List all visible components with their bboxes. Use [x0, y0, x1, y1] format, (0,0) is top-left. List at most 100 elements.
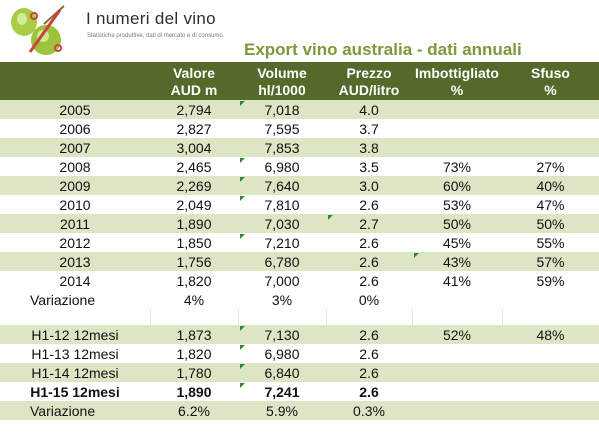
- cell-volume[interactable]: 7,640: [238, 176, 326, 195]
- cell-valore[interactable]: 2,465: [150, 157, 238, 176]
- cell-volume[interactable]: 6,780: [238, 252, 326, 271]
- cell-volume[interactable]: 7,853: [238, 138, 326, 157]
- cell-volume[interactable]: 7,018: [238, 100, 326, 119]
- cell-label[interactable]: Variazione: [0, 401, 150, 420]
- cell-label[interactable]: 2010: [0, 195, 150, 214]
- cell-prezzo[interactable]: 2.6: [326, 252, 412, 271]
- cell-volume[interactable]: 7,130: [238, 325, 326, 344]
- cell-imbottigliato[interactable]: [412, 382, 502, 401]
- cell-imbottigliato[interactable]: 43%: [412, 252, 502, 271]
- cell-label[interactable]: 2011: [0, 214, 150, 233]
- cell-volume[interactable]: 7,810: [238, 195, 326, 214]
- cell-valore[interactable]: 6.2%: [150, 401, 238, 420]
- cell-label[interactable]: 2009: [0, 176, 150, 195]
- cell-imbottigliato[interactable]: [411, 309, 502, 325]
- header-volume-unit[interactable]: hl/1000: [238, 81, 326, 100]
- cell-label[interactable]: 2006: [0, 119, 150, 138]
- cell-valore[interactable]: 1,756: [150, 252, 238, 271]
- cell-volume[interactable]: 5.9%: [238, 401, 326, 420]
- header-sfuso[interactable]: Sfuso: [502, 62, 599, 81]
- cell-volume[interactable]: 7,000: [238, 271, 326, 290]
- cell-valore[interactable]: 2,049: [150, 195, 238, 214]
- cell-imbottigliato[interactable]: 50%: [412, 214, 502, 233]
- cell-imbottigliato[interactable]: 60%: [412, 176, 502, 195]
- cell-sfuso[interactable]: 57%: [502, 252, 599, 271]
- cell-prezzo[interactable]: 2.6: [326, 363, 412, 382]
- cell-prezzo[interactable]: 3.8: [326, 138, 412, 157]
- cell-sfuso[interactable]: [502, 344, 599, 363]
- cell-volume[interactable]: 7,241: [238, 382, 326, 401]
- cell-label[interactable]: 2012: [0, 233, 150, 252]
- cell-prezzo[interactable]: 2.6: [326, 344, 412, 363]
- cell-imbottigliato[interactable]: [412, 100, 502, 119]
- cell-valore[interactable]: 3,004: [150, 138, 238, 157]
- cell-label[interactable]: [0, 309, 150, 325]
- cell-prezzo[interactable]: 2.6: [326, 233, 412, 252]
- cell-valore[interactable]: 1,873: [150, 325, 238, 344]
- cell-volume[interactable]: 7,595: [238, 119, 326, 138]
- header-imbottigliato[interactable]: Imbottigliato: [412, 62, 502, 81]
- cell-label[interactable]: 2005: [0, 100, 150, 119]
- cell-label[interactable]: H1-12 12mesi: [0, 325, 150, 344]
- cell-label[interactable]: 2013: [0, 252, 150, 271]
- cell-valore[interactable]: 2,269: [150, 176, 238, 195]
- cell-sfuso[interactable]: [502, 119, 599, 138]
- cell-prezzo[interactable]: 0.3%: [326, 401, 412, 420]
- cell-valore[interactable]: 4%: [150, 290, 238, 309]
- cell-volume[interactable]: 7,030: [238, 214, 326, 233]
- cell-valore[interactable]: 1,820: [150, 271, 238, 290]
- cell-sfuso[interactable]: 47%: [502, 195, 599, 214]
- cell-valore[interactable]: 1,780: [150, 363, 238, 382]
- header-prezzo-unit[interactable]: AUD/litro: [326, 81, 412, 100]
- cell-sfuso[interactable]: [502, 100, 599, 119]
- cell-imbottigliato[interactable]: 73%: [412, 157, 502, 176]
- cell-prezzo[interactable]: 2.6: [326, 271, 412, 290]
- cell-label[interactable]: H1-14 12mesi: [0, 363, 150, 382]
- header-volume[interactable]: Volume: [238, 62, 326, 81]
- cell-sfuso[interactable]: [501, 309, 599, 325]
- cell-sfuso[interactable]: 50%: [502, 214, 599, 233]
- cell-label[interactable]: 2008: [0, 157, 150, 176]
- header-valore-unit[interactable]: AUD m: [150, 81, 238, 100]
- cell-label[interactable]: 2014: [0, 271, 150, 290]
- cell-prezzo[interactable]: 3.0: [326, 176, 412, 195]
- cell-label[interactable]: Variazione: [0, 290, 150, 309]
- cell-sfuso[interactable]: [502, 382, 599, 401]
- cell-prezzo[interactable]: [325, 309, 412, 325]
- cell-prezzo[interactable]: 2.7: [326, 214, 412, 233]
- cell-valore[interactable]: 1,890: [150, 382, 238, 401]
- cell-label[interactable]: H1-15 12mesi: [0, 382, 150, 401]
- cell-imbottigliato[interactable]: 52%: [412, 325, 502, 344]
- header-valore[interactable]: Valore: [150, 62, 238, 81]
- cell-imbottigliato[interactable]: 53%: [412, 195, 502, 214]
- cell-valore[interactable]: 1,820: [150, 344, 238, 363]
- cell-volume[interactable]: 3%: [238, 290, 326, 309]
- cell-volume[interactable]: 7,210: [238, 233, 326, 252]
- cell-sfuso[interactable]: [502, 363, 599, 382]
- cell-sfuso[interactable]: 59%: [502, 271, 599, 290]
- header-sfuso-unit[interactable]: %: [502, 81, 599, 100]
- cell-imbottigliato[interactable]: [412, 401, 502, 420]
- cell-sfuso[interactable]: 48%: [502, 325, 599, 344]
- cell-label[interactable]: H1-13 12mesi: [0, 344, 150, 363]
- brand-name[interactable]: I numeri del vino: [86, 9, 216, 28]
- cell-sfuso[interactable]: [502, 401, 599, 420]
- cell-sfuso[interactable]: 40%: [502, 176, 599, 195]
- cell-valore[interactable]: 2,827: [150, 119, 238, 138]
- cell-imbottigliato[interactable]: 45%: [412, 233, 502, 252]
- cell-imbottigliato[interactable]: [412, 138, 502, 157]
- cell-prezzo[interactable]: 2.6: [326, 382, 412, 401]
- cell-volume[interactable]: 6,980: [238, 157, 326, 176]
- cell-prezzo[interactable]: 0%: [326, 290, 412, 309]
- cell-prezzo[interactable]: 2.6: [326, 325, 412, 344]
- cell-imbottigliato[interactable]: [412, 344, 502, 363]
- cell-prezzo[interactable]: 2.6: [326, 195, 412, 214]
- cell-label[interactable]: 2007: [0, 138, 150, 157]
- cell-prezzo[interactable]: 3.7: [326, 119, 412, 138]
- cell-sfuso[interactable]: [502, 290, 599, 309]
- cell-valore[interactable]: 1,850: [150, 233, 238, 252]
- cell-valore[interactable]: [149, 309, 238, 325]
- cell-sfuso[interactable]: 27%: [502, 157, 599, 176]
- header-imbottigliato-unit[interactable]: %: [412, 81, 502, 100]
- cell-prezzo[interactable]: 3.5: [326, 157, 412, 176]
